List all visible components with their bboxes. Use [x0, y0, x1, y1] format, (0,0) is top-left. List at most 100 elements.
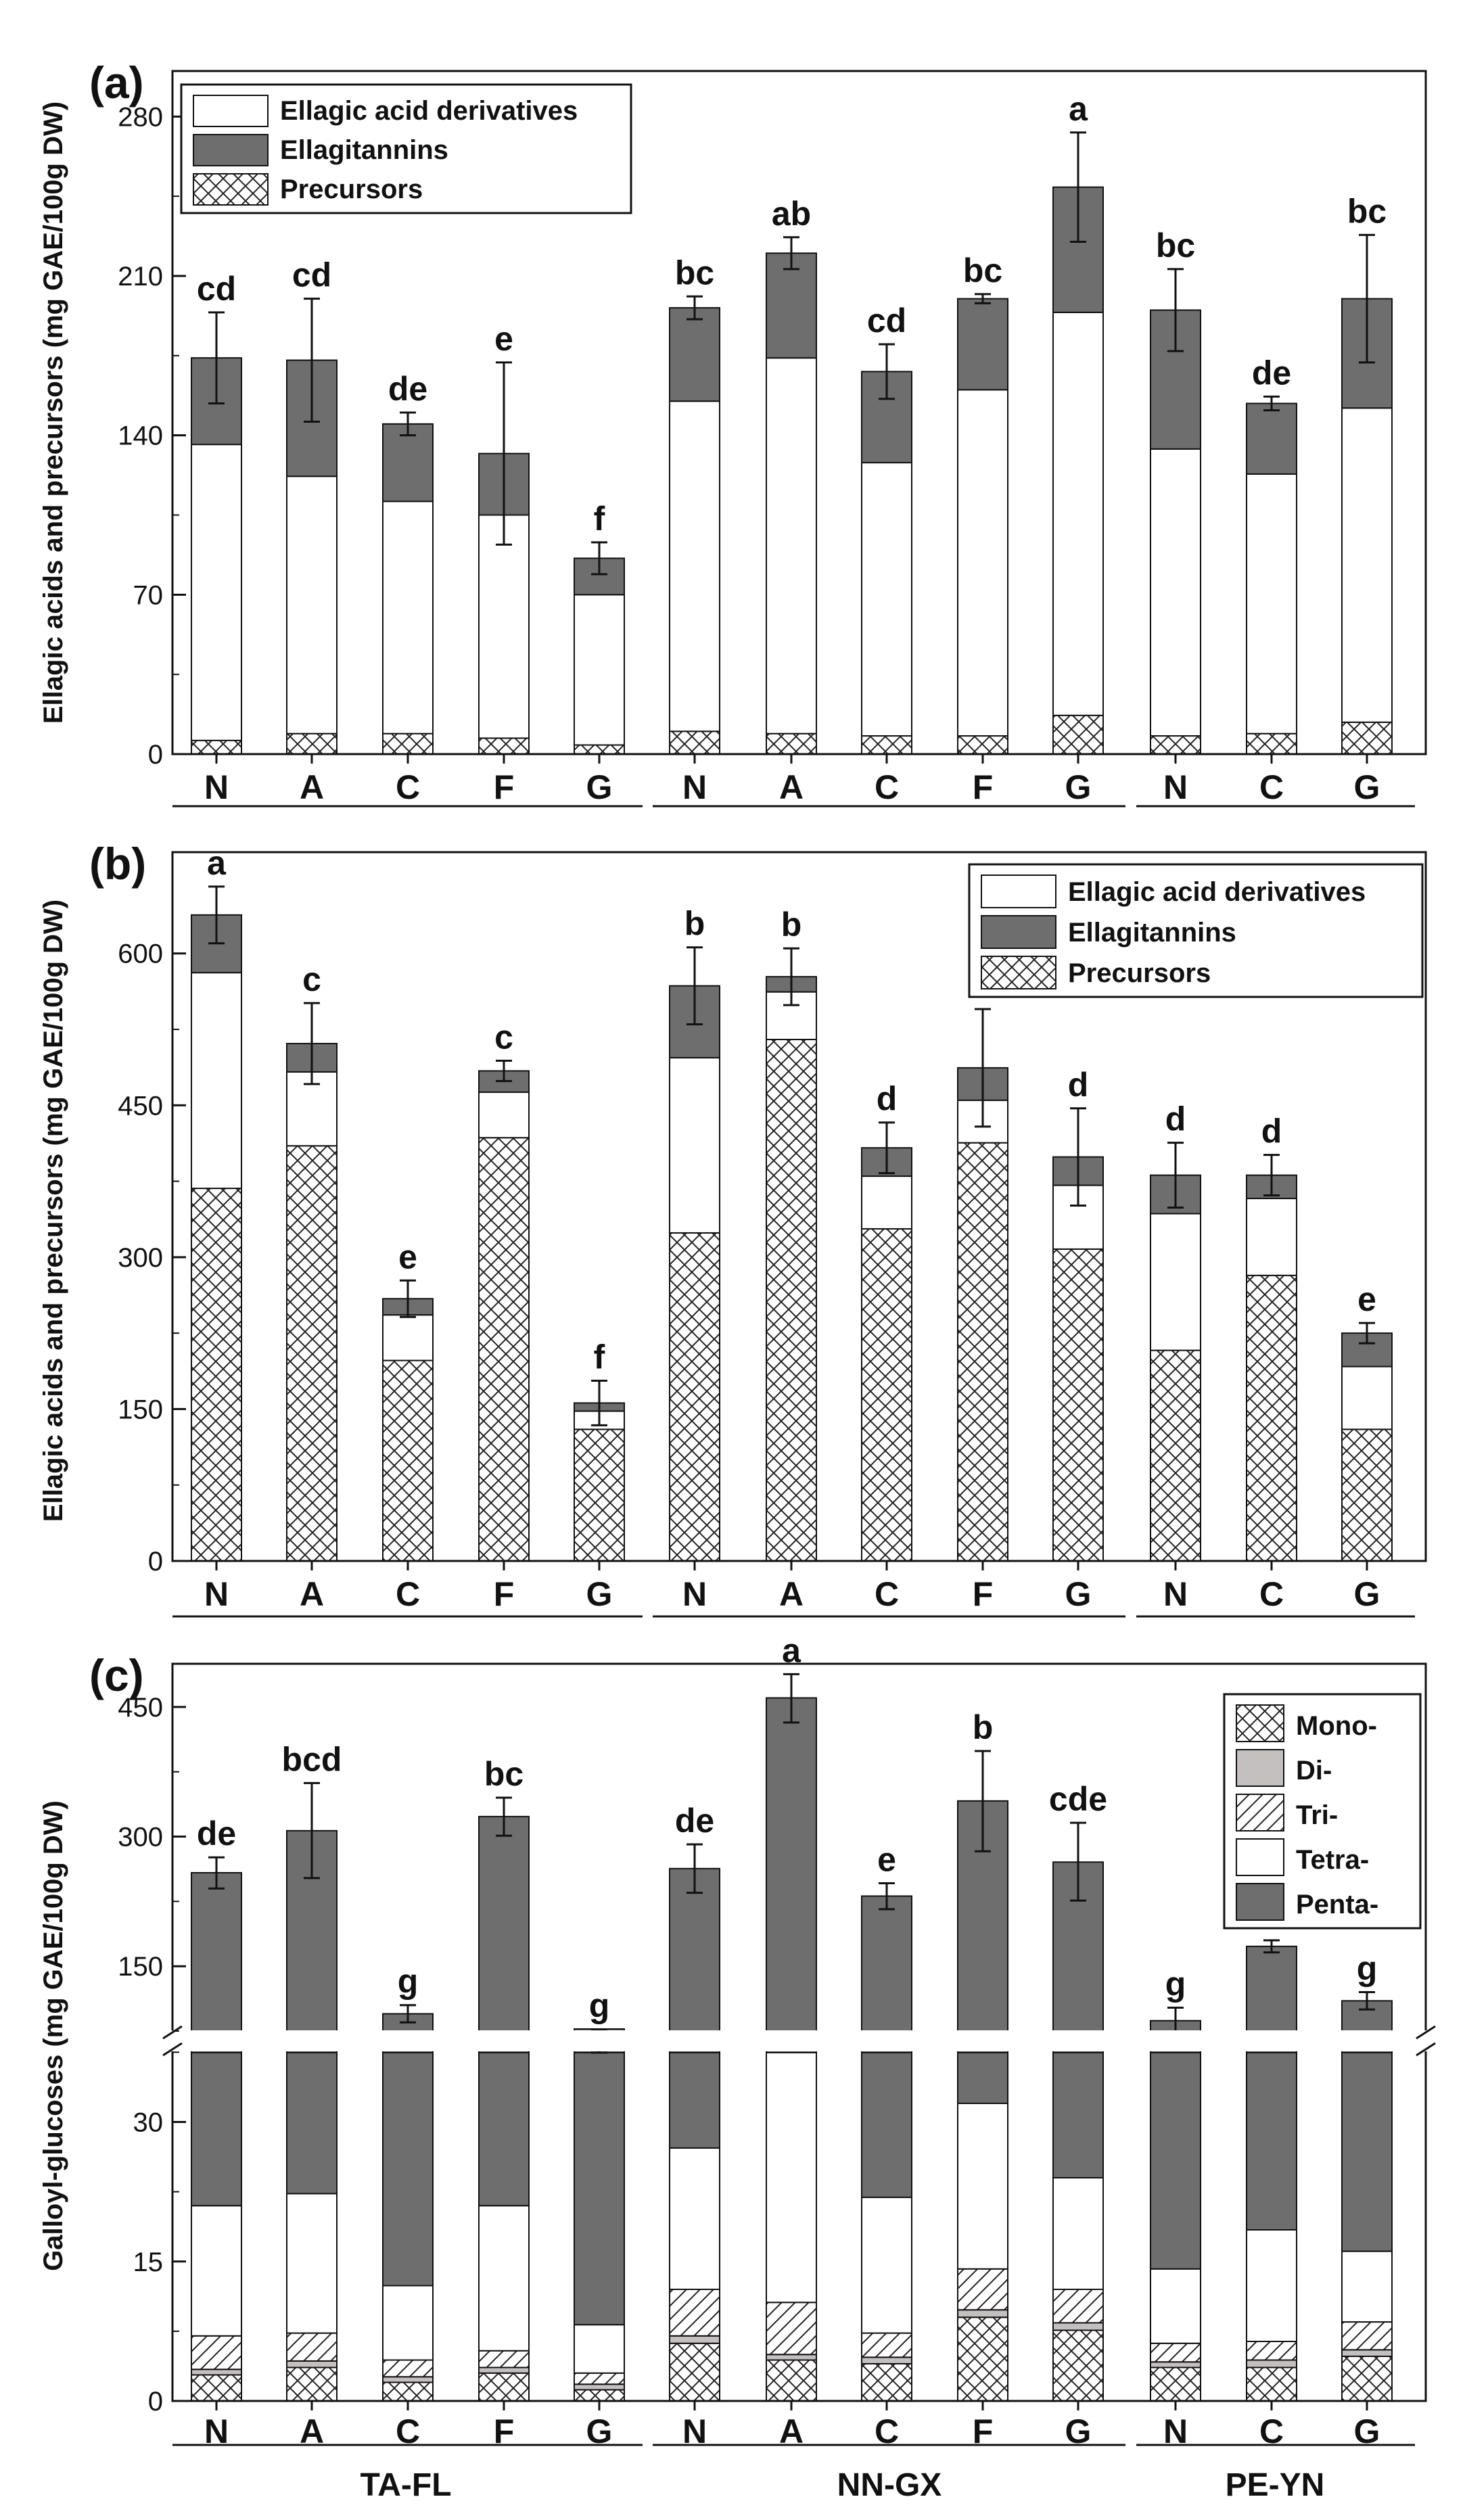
bar-segment-di [861, 2356, 912, 2364]
bar-segment-precursors [861, 735, 912, 755]
y-axis-label: Ellagic acids and precursors (mg GAE/100… [39, 900, 68, 1522]
x-tick-label: F [494, 768, 515, 806]
y-tick-label: 210 [118, 262, 163, 291]
bar-segment-ellagitannins [766, 252, 817, 359]
bar-segment-penta [478, 2028, 530, 2207]
y-axis-label: Galloyl-glucoses (mg GAE/100g DW) [39, 1800, 68, 2271]
significance-letter: bc [1156, 227, 1195, 264]
bar-segment-di [382, 2376, 434, 2383]
y-tick-label: 600 [118, 939, 163, 969]
significance-letter: a [1069, 90, 1088, 128]
bar-segment-ellagic-acid-derivatives [669, 1056, 720, 1234]
bar-segment-ellagic-acid-derivatives [478, 1091, 530, 1139]
panel-a: cd cd de e f bc ab cd bc a bc de bc N A C F G N A C F G N C G Ella… [39, 57, 1427, 808]
group-label: NN-GX [837, 2467, 942, 2503]
bar-segment-penta [191, 1871, 242, 2053]
bar-segment-ellagitannins [574, 557, 625, 596]
bar-segment-mono [574, 2389, 625, 2402]
bar-segment-penta [1341, 2028, 1393, 2252]
bar-segment-ellagic-acid-derivatives [1246, 1198, 1297, 1276]
significance-letter: bc [484, 1755, 524, 1793]
bar-segment-precursors [1341, 721, 1393, 755]
bar-segment-ellagitannins [1246, 402, 1297, 475]
significance-letter: de [197, 1815, 236, 1852]
bar-segment-mono [191, 2374, 242, 2402]
bar-segment-tetra [1246, 2229, 1297, 2342]
x-tick-label: G [586, 1575, 613, 1613]
bar-segment-precursors [478, 737, 530, 755]
bar-segment-ellagic-acid-derivatives [478, 514, 530, 739]
bar-segment-precursors [191, 1188, 242, 1562]
y-tick-label: 300 [118, 1243, 163, 1273]
bar-segment-mono [766, 2359, 817, 2402]
y-tick-label: 70 [133, 580, 164, 610]
bar-segment-tetra [382, 2285, 434, 2361]
bar-segment-di [957, 2309, 1008, 2318]
legend-swatch-di [1236, 1749, 1284, 1787]
bar-segment-ellagic-acid-derivatives [861, 462, 912, 737]
axis-break-mark [162, 2025, 183, 2040]
x-tick-label: N [682, 768, 707, 806]
bar-segment-penta [669, 1867, 720, 2053]
bar-segment-precursors [957, 735, 1008, 755]
bar-segment-ellagic-acid-derivatives [191, 444, 242, 741]
bar-segment-tri [191, 2335, 242, 2371]
legend-swatch-mono [1236, 1704, 1284, 1742]
bar-segment-ellagic-acid-derivatives [382, 500, 434, 734]
plot-frame [171, 851, 1427, 1562]
significance-letter: c [494, 1018, 513, 1056]
bar-segment-mono [1246, 2366, 1297, 2402]
y-tick-label: 150 [118, 1395, 163, 1424]
bar-segment-tetra [574, 2324, 625, 2374]
x-tick-label: N [204, 1575, 229, 1613]
bar-segment-penta [382, 2028, 434, 2287]
bar-segment-penta [1150, 2028, 1201, 2270]
bar-segment-tri [1052, 2289, 1104, 2324]
bar-segment-precursors [574, 1428, 625, 1562]
bar-segment-penta [861, 2028, 912, 2198]
bar-segment-ellagitannins [669, 307, 720, 402]
legend-swatch-ellagitannins [193, 134, 269, 166]
significance-letter: de [388, 370, 427, 408]
bar-segment-ellagic-acid-derivatives [1341, 1366, 1393, 1430]
significance-letter: d [877, 1080, 898, 1118]
bar-segment-ellagic-acid-derivatives [574, 594, 625, 746]
significance-letter: cd [292, 256, 331, 294]
bar-segment-mono [669, 2342, 720, 2402]
bar-segment-precursors [669, 1232, 720, 1562]
x-tick-label: C [875, 768, 899, 806]
legend-swatch-penta [1236, 1883, 1284, 1921]
significance-letter: cd [867, 302, 906, 340]
bar-segment-precursors [191, 739, 242, 755]
y-axis-label: Ellagic acids and precursors (mg GAE/100… [39, 101, 68, 724]
bar-segment-mono [478, 2372, 530, 2402]
bar-segment-ellagic-acid-derivatives [957, 389, 1008, 737]
bar-segment-precursors [1341, 1428, 1393, 1562]
bar-segment-tri [382, 2359, 434, 2378]
bar-segment-tetra [478, 2205, 530, 2352]
bar-segment-precursors [1052, 1248, 1104, 1562]
x-tick-label: C [1259, 768, 1284, 806]
legend-swatch-precursors [981, 956, 1056, 989]
axis-break-mark [1416, 2042, 1436, 2057]
legend-label: Di- [1296, 1756, 1332, 1786]
bar-segment-ellagic-acid-derivatives [286, 475, 338, 734]
legend-label: Precursors [280, 174, 423, 204]
bar-segment-penta [861, 1895, 912, 2053]
significance-letter: bcd [282, 1740, 342, 1778]
y-tick-label: 450 [118, 1693, 163, 1723]
bar-segment-ellagic-acid-derivatives [1246, 473, 1297, 734]
bar-segment-tri [286, 2332, 338, 2362]
y-tick-label: 450 [118, 1091, 163, 1121]
y-tick-label: 30 [133, 2108, 164, 2138]
bar-segment-penta [191, 2028, 242, 2207]
significance-letter: ab [772, 195, 811, 233]
x-tick-label: G [586, 768, 613, 806]
bar-segment-penta [478, 1815, 530, 2054]
bar-segment-di [766, 2354, 817, 2361]
legend-label: Penta- [1296, 1890, 1378, 1919]
bar-segment-precursors [574, 744, 625, 755]
bar-segment-ellagic-acid-derivatives [1150, 448, 1201, 737]
bar-segment-di [574, 2383, 625, 2391]
x-tick-label: G [1354, 768, 1380, 806]
